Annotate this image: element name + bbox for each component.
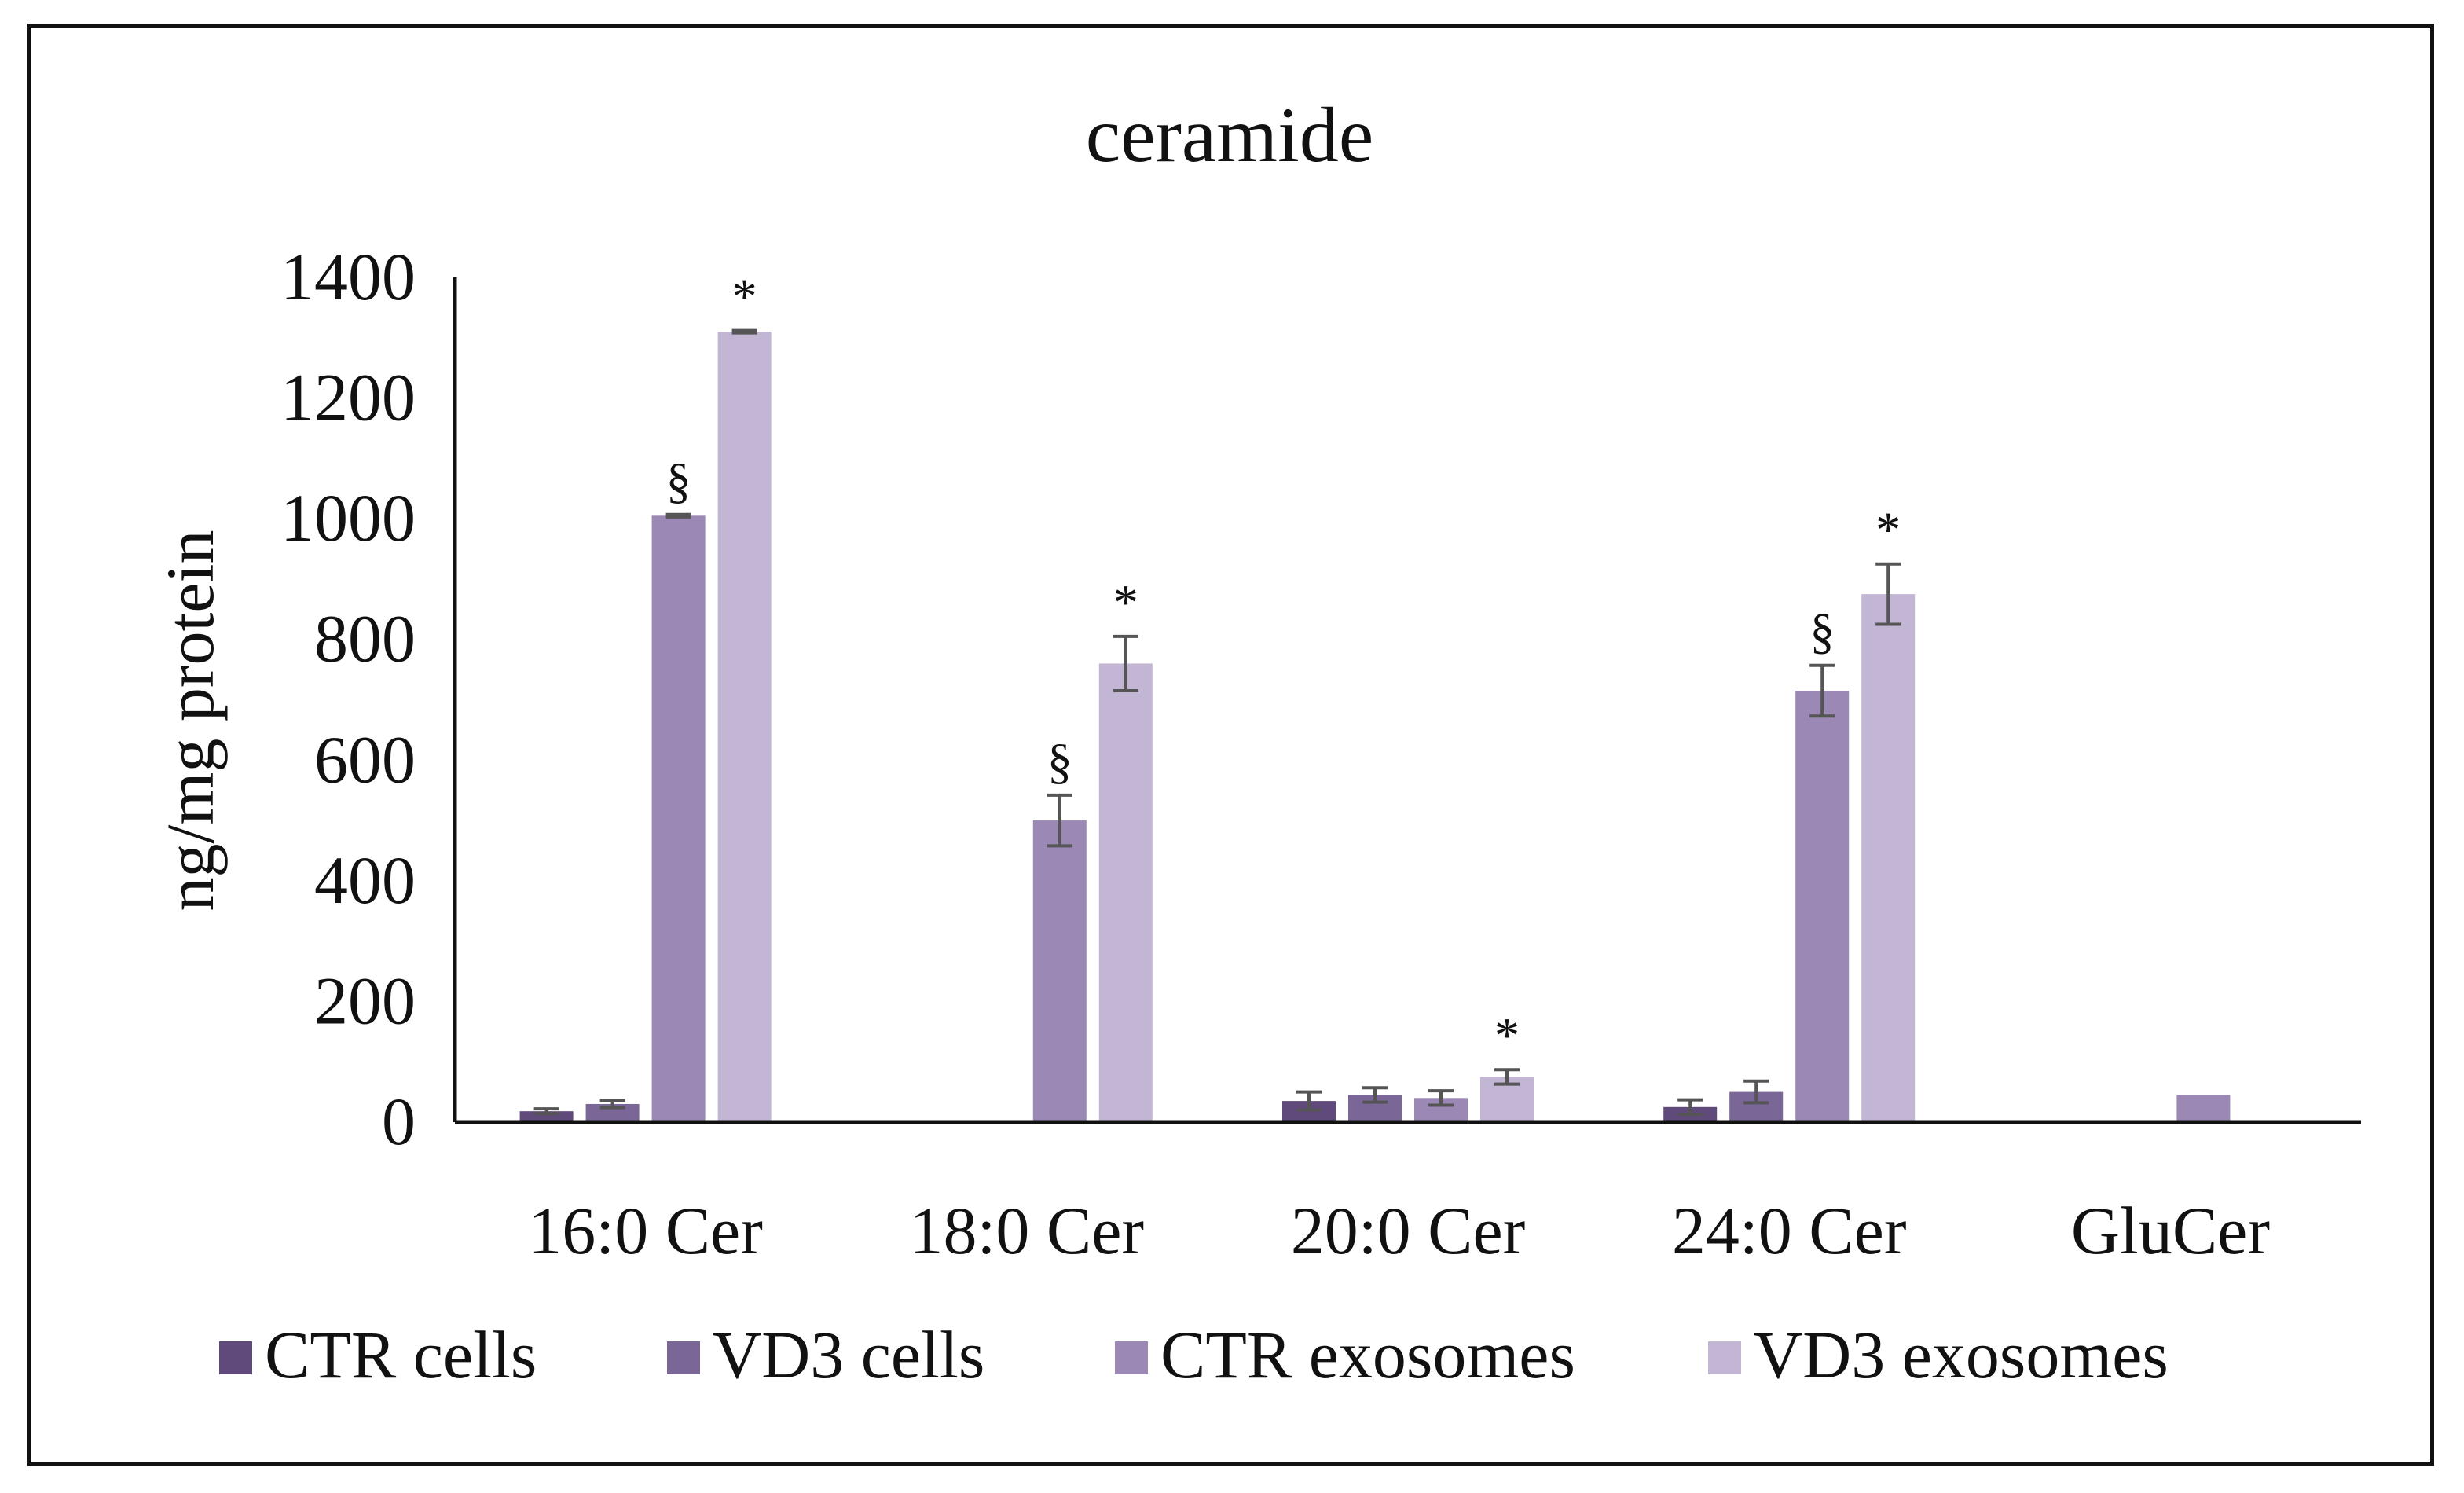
bar xyxy=(1861,594,1916,1122)
y-axis-label: ng/mg protein xyxy=(152,530,228,912)
y-tick-label: 0 xyxy=(382,1084,416,1159)
x-tick-label: 24:0 Cer xyxy=(1672,1193,1907,1268)
y-tick-label: 200 xyxy=(314,963,416,1038)
error-bar xyxy=(1047,793,1072,848)
error-bar xyxy=(1876,562,1901,626)
legend-label: CTR cells xyxy=(265,1317,537,1392)
bar xyxy=(2176,1095,2231,1122)
x-tick-label: GluCer xyxy=(2071,1193,2270,1268)
error-bars xyxy=(534,328,1901,1117)
legend-label: VD3 exosomes xyxy=(1754,1317,2169,1392)
legend: CTR cells VD3 cells CTR exosomes VD3 exosom… xyxy=(219,1317,2169,1392)
legend-item: VD3 exosomes xyxy=(1708,1317,2169,1392)
bars xyxy=(519,332,2231,1122)
significance-marker: * xyxy=(732,269,757,325)
y-tick-label: 600 xyxy=(314,721,416,797)
error-bar xyxy=(732,328,757,335)
legend-swatch xyxy=(1115,1341,1148,1374)
error-bar xyxy=(534,1107,559,1116)
significance-marker: § xyxy=(1047,733,1072,789)
legend-item: CTR exosomes xyxy=(1115,1317,1575,1392)
significance-markers: § * § * * § * xyxy=(666,269,1901,1064)
error-bar xyxy=(1113,634,1138,692)
chart-title: ceramide xyxy=(1086,91,1373,178)
significance-marker: § xyxy=(1810,603,1835,659)
error-bar xyxy=(1494,1068,1520,1086)
error-bar xyxy=(1678,1098,1703,1117)
legend-item: VD3 cells xyxy=(667,1317,984,1392)
bar xyxy=(1795,690,1850,1122)
bar xyxy=(1032,820,1087,1122)
x-tick-label: 16:0 Cer xyxy=(528,1193,763,1268)
error-bar xyxy=(600,1099,625,1110)
x-tick-label: 18:0 Cer xyxy=(910,1193,1145,1268)
bar-chart: ceramide ng/mg protein 0 200 400 600 800 1000… xyxy=(152,91,2361,1392)
chart-frame: ceramide ng/mg protein 0 200 400 600 800 1000… xyxy=(27,24,2434,1466)
bar xyxy=(1098,663,1153,1122)
bar xyxy=(519,1111,574,1122)
error-bar xyxy=(1428,1089,1454,1107)
y-tick-label: 800 xyxy=(314,601,416,677)
error-bar xyxy=(1810,663,1835,718)
x-tick-label: 20:0 Cer xyxy=(1291,1193,1526,1268)
significance-marker: § xyxy=(666,453,691,508)
bar xyxy=(585,1103,640,1122)
legend-label: VD3 cells xyxy=(713,1317,984,1392)
error-bar xyxy=(1744,1079,1769,1105)
x-axis-categories: 16:0 Cer 18:0 Cer 20:0 Cer 24:0 Cer GluCer xyxy=(528,1193,2270,1268)
y-tick-label: 1000 xyxy=(280,480,416,556)
legend-swatch xyxy=(219,1341,252,1374)
significance-marker: * xyxy=(1494,1007,1520,1063)
error-bar xyxy=(1362,1086,1388,1104)
y-axis-ticks: 0 200 400 600 800 1000 1200 1400 xyxy=(280,239,416,1159)
significance-marker: * xyxy=(1876,502,1901,558)
bar xyxy=(717,332,772,1122)
bar xyxy=(651,515,706,1122)
legend-item: CTR cells xyxy=(219,1317,537,1392)
y-tick-label: 400 xyxy=(314,842,416,918)
legend-swatch xyxy=(1708,1341,1741,1374)
y-tick-label: 1400 xyxy=(280,239,416,314)
legend-swatch xyxy=(667,1341,700,1374)
legend-label: CTR exosomes xyxy=(1160,1317,1575,1392)
error-bar xyxy=(666,512,691,519)
significance-marker: * xyxy=(1113,574,1138,630)
error-bar xyxy=(1296,1090,1322,1112)
y-tick-label: 1200 xyxy=(280,360,416,435)
